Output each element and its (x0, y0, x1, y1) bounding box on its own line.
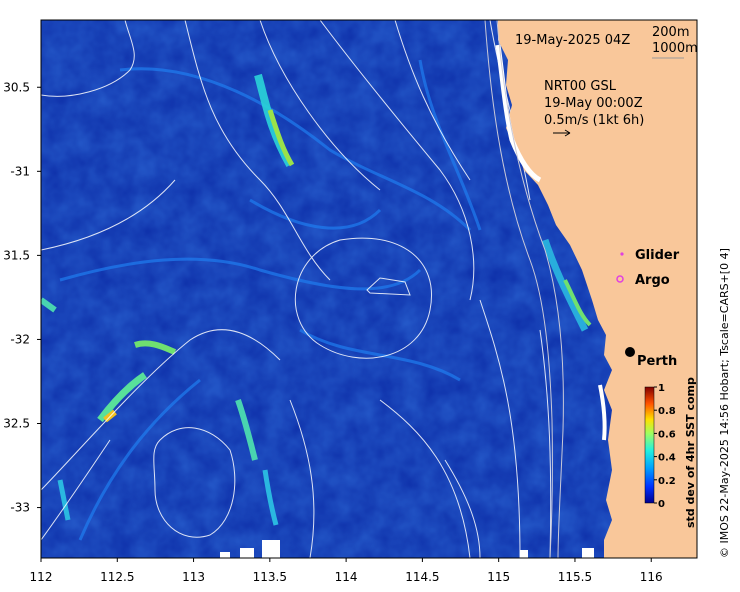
y-tick-label: 32.5 (3, 417, 30, 431)
x-tick-label: 115.5 (558, 570, 592, 584)
argo-marker-icon (616, 275, 624, 283)
y-axis: 30.5 -31 31.5 -32 32.5 -33 (3, 80, 41, 515)
y-tick-label: 31.5 (3, 248, 30, 262)
isobath-label-200: 200m (652, 25, 689, 40)
x-tick-label: 114 (335, 570, 358, 584)
colorbar-tick-label: 0.2 (658, 476, 676, 487)
x-tick-label: 113 (182, 570, 205, 584)
isobath-label-1000: 1000m (652, 41, 698, 56)
legend-argo-label: Argo (635, 273, 670, 288)
x-tick-label: 112.5 (100, 570, 134, 584)
no-data-cells (220, 540, 594, 558)
perth-label: Perth (637, 354, 677, 369)
colorbar-ticks: 0 0.2 0.4 0.6 0.8 1 (654, 383, 676, 510)
x-tick-label: 116 (640, 570, 663, 584)
colorbar-tick-label: 0.4 (658, 453, 676, 464)
contours (41, 20, 552, 558)
dataset-time: 19-May 00:00Z (544, 96, 643, 111)
y-tick-label: 30.5 (3, 80, 30, 94)
colorbar-tick-label: 1 (658, 383, 665, 394)
x-tick-label: 115 (487, 570, 510, 584)
y-tick-label: -32 (10, 332, 30, 346)
colorbar-tick-label: 0.8 (658, 406, 676, 417)
x-tick-label: 114.5 (405, 570, 439, 584)
plot-frame (40, 19, 698, 559)
x-tick-label: 112 (30, 570, 53, 584)
colorbar-tick-label: 0 (658, 499, 665, 510)
hotspots (41, 73, 592, 526)
colorbar (644, 386, 655, 504)
date-label: 19-May-2025 04Z (515, 33, 630, 48)
ocean-field (41, 20, 697, 558)
y-tick-label: -31 (10, 164, 30, 178)
colorbar-tick-label: 0.6 (658, 429, 676, 440)
credit-text: © IMOS 22-May-2025 14:56 Hobart; Tscale=… (718, 248, 731, 558)
vector-scale-label: 0.5m/s (1kt 6h) (544, 113, 644, 128)
colorbar-label: std dev of 4hr SST comp (684, 377, 697, 528)
legend-glider-label: Glider (635, 248, 680, 263)
vector-scale-arrow (553, 129, 571, 137)
y-tick-label: -33 (10, 501, 30, 515)
glider-marker-icon (620, 252, 624, 256)
x-tick-label: 113.5 (253, 570, 287, 584)
x-axis: 112 112.5 113 113.5 114 114.5 115 115.5 116 (30, 558, 663, 584)
perth-marker-icon (625, 347, 635, 357)
dataset-name: NRT00 GSL (544, 79, 617, 94)
isobaths (484, 20, 564, 558)
